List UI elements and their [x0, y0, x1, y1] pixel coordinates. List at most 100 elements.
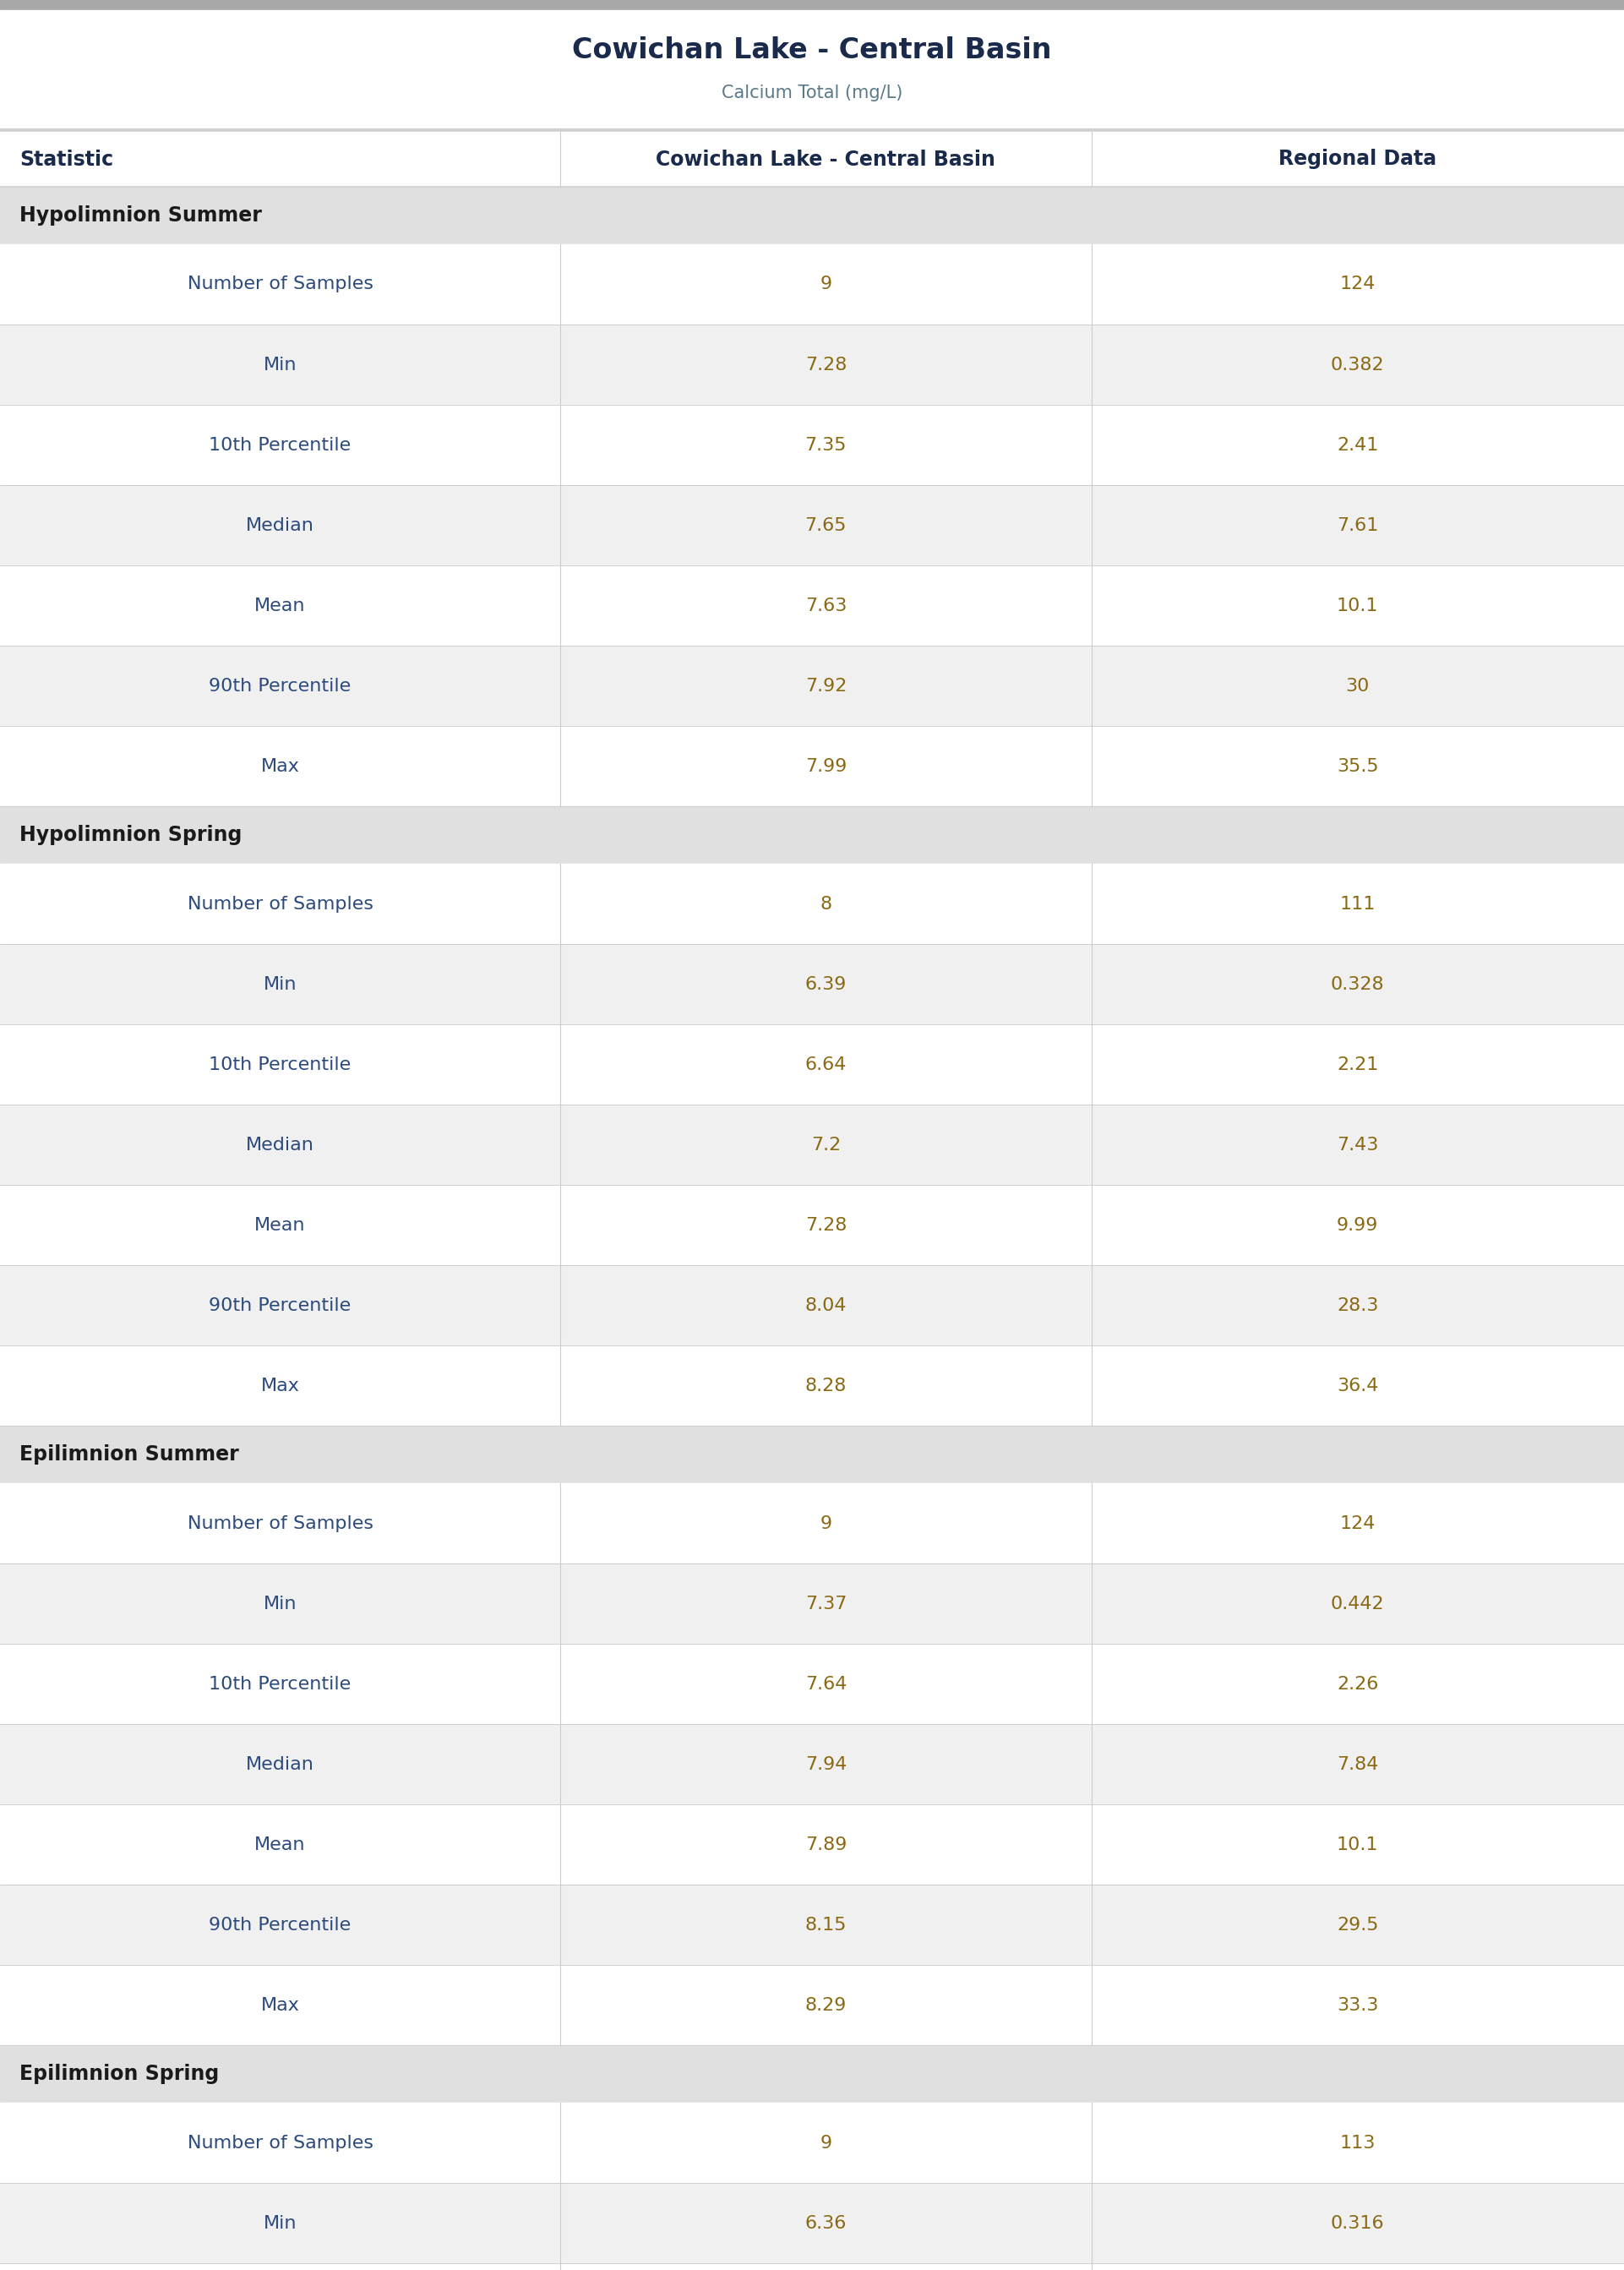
Text: Number of Samples: Number of Samples [187, 277, 374, 293]
Text: 8: 8 [820, 894, 831, 913]
Text: 111: 111 [1340, 894, 1376, 913]
Text: Max: Max [261, 758, 299, 774]
Text: 0.442: 0.442 [1330, 1596, 1385, 1612]
Text: 10th Percentile: 10th Percentile [209, 436, 351, 454]
Text: 9.99: 9.99 [1337, 1217, 1379, 1233]
Text: Regional Data: Regional Data [1278, 150, 1437, 170]
Text: 7.99: 7.99 [806, 758, 846, 774]
Text: 90th Percentile: 90th Percentile [209, 676, 351, 695]
Text: Cowichan Lake - Central Basin: Cowichan Lake - Central Basin [656, 150, 996, 170]
Text: 8.28: 8.28 [806, 1378, 846, 1394]
Bar [0, 325, 1624, 404]
Text: 8.29: 8.29 [806, 1998, 846, 2013]
Text: 33.3: 33.3 [1337, 1998, 1379, 2013]
Text: 2.21: 2.21 [1337, 1056, 1379, 1074]
Text: 10th Percentile: 10th Percentile [209, 1056, 351, 1074]
Text: 10.1: 10.1 [1337, 597, 1379, 613]
Bar [0, 1264, 1624, 1346]
Text: 29.5: 29.5 [1337, 1916, 1379, 1934]
Bar [0, 645, 1624, 726]
Text: 6.36: 6.36 [806, 2216, 846, 2231]
Text: 9: 9 [820, 1514, 831, 1532]
Bar [0, 132, 1624, 186]
Text: 7.94: 7.94 [806, 1755, 846, 1773]
Text: 90th Percentile: 90th Percentile [209, 1916, 351, 1934]
Text: Hypolimnion Spring: Hypolimnion Spring [19, 824, 242, 844]
Text: 7.61: 7.61 [1337, 518, 1379, 533]
Bar [0, 1884, 1624, 1966]
Bar [0, 1482, 1624, 1564]
Text: 7.65: 7.65 [806, 518, 846, 533]
Bar [0, 245, 1624, 325]
Bar [0, 0, 1624, 9]
Bar [0, 806, 1624, 863]
Text: Mean: Mean [255, 1836, 305, 1852]
Bar [0, 1564, 1624, 1643]
Text: 7.37: 7.37 [806, 1596, 846, 1612]
Bar [0, 1024, 1624, 1105]
Text: Number of Samples: Number of Samples [187, 894, 374, 913]
Text: 10th Percentile: 10th Percentile [209, 1675, 351, 1693]
Bar [0, 2045, 1624, 2102]
Text: 7.2: 7.2 [810, 1137, 841, 1153]
Text: 7.43: 7.43 [1337, 1137, 1379, 1153]
Bar [0, 1723, 1624, 1805]
Text: Mean: Mean [255, 1217, 305, 1233]
Bar [0, 863, 1624, 944]
Text: Mean: Mean [255, 597, 305, 613]
Text: 0.316: 0.316 [1330, 2216, 1385, 2231]
Text: 0.328: 0.328 [1330, 976, 1385, 992]
Text: 90th Percentile: 90th Percentile [209, 1296, 351, 1314]
Text: 8.15: 8.15 [806, 1916, 846, 1934]
Text: Statistic: Statistic [19, 150, 114, 170]
Bar [0, 1185, 1624, 1264]
Text: 28.3: 28.3 [1337, 1296, 1379, 1314]
Bar [0, 944, 1624, 1024]
Text: 7.84: 7.84 [1337, 1755, 1379, 1773]
Bar [0, 2184, 1624, 2263]
Text: 7.63: 7.63 [806, 597, 846, 613]
Text: 10.1: 10.1 [1337, 1836, 1379, 1852]
Text: 30: 30 [1346, 676, 1369, 695]
Text: Min: Min [263, 356, 297, 372]
Text: 35.5: 35.5 [1337, 758, 1379, 774]
Text: Min: Min [263, 2216, 297, 2231]
Text: Median: Median [245, 1755, 315, 1773]
Text: Epilimnion Spring: Epilimnion Spring [19, 2063, 219, 2084]
Text: 2.41: 2.41 [1337, 436, 1379, 454]
Text: 7.28: 7.28 [806, 1217, 846, 1233]
Text: 7.64: 7.64 [806, 1675, 846, 1693]
Text: 2.26: 2.26 [1337, 1675, 1379, 1693]
Text: Cowichan Lake - Central Basin: Cowichan Lake - Central Basin [572, 36, 1052, 64]
Text: Median: Median [245, 518, 315, 533]
Text: 6.39: 6.39 [806, 976, 846, 992]
Text: 9: 9 [820, 2134, 831, 2152]
Bar [0, 129, 1624, 132]
Text: 6.64: 6.64 [806, 1056, 846, 1074]
Text: 113: 113 [1340, 2134, 1376, 2152]
Bar [0, 1426, 1624, 1482]
Bar [0, 1643, 1624, 1723]
Text: 124: 124 [1340, 277, 1376, 293]
Bar [0, 565, 1624, 645]
Bar [0, 1105, 1624, 1185]
Text: Median: Median [245, 1137, 315, 1153]
Text: Epilimnion Summer: Epilimnion Summer [19, 1444, 239, 1464]
Bar [0, 1805, 1624, 1884]
Text: 7.92: 7.92 [806, 676, 846, 695]
Bar [0, 1966, 1624, 2045]
Text: Number of Samples: Number of Samples [187, 1514, 374, 1532]
Text: Min: Min [263, 976, 297, 992]
Bar [0, 186, 1624, 245]
Text: 9: 9 [820, 277, 831, 293]
Text: Max: Max [261, 1998, 299, 2013]
Bar [0, 404, 1624, 486]
Text: Max: Max [261, 1378, 299, 1394]
Text: Calcium Total (mg/L): Calcium Total (mg/L) [721, 84, 903, 102]
Bar [0, 726, 1624, 806]
Text: 7.28: 7.28 [806, 356, 846, 372]
Text: 8.04: 8.04 [806, 1296, 846, 1314]
Bar [0, 9, 1624, 129]
Text: Number of Samples: Number of Samples [187, 2134, 374, 2152]
Text: 124: 124 [1340, 1514, 1376, 1532]
